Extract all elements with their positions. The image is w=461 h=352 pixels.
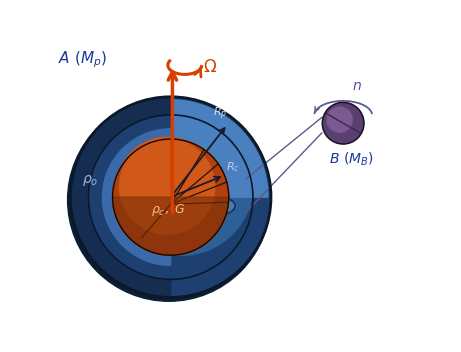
Circle shape: [327, 107, 352, 132]
Text: $\Omega$: $\Omega$: [203, 58, 218, 76]
Circle shape: [71, 97, 271, 297]
Ellipse shape: [113, 190, 235, 222]
Text: $R_c$: $R_c$: [226, 160, 240, 174]
Circle shape: [112, 139, 229, 255]
Text: $\rho_o$: $\rho_o$: [83, 173, 99, 188]
Circle shape: [112, 139, 229, 255]
Circle shape: [109, 111, 254, 255]
Text: $n$: $n$: [352, 79, 362, 93]
Polygon shape: [89, 115, 171, 279]
Polygon shape: [73, 100, 268, 197]
Circle shape: [119, 139, 215, 234]
Text: $A\ (M_p)$: $A\ (M_p)$: [58, 50, 107, 70]
Polygon shape: [171, 97, 271, 297]
Text: $R_p$: $R_p$: [213, 106, 228, 122]
Circle shape: [324, 104, 362, 143]
Text: $\rho_c,\ G$: $\rho_c,\ G$: [151, 202, 186, 218]
Text: $B\ (M_B)$: $B\ (M_B)$: [329, 151, 374, 168]
Polygon shape: [112, 197, 229, 255]
Polygon shape: [102, 129, 171, 265]
Circle shape: [68, 99, 270, 301]
Circle shape: [118, 137, 217, 236]
Circle shape: [322, 102, 364, 144]
Polygon shape: [71, 97, 171, 297]
